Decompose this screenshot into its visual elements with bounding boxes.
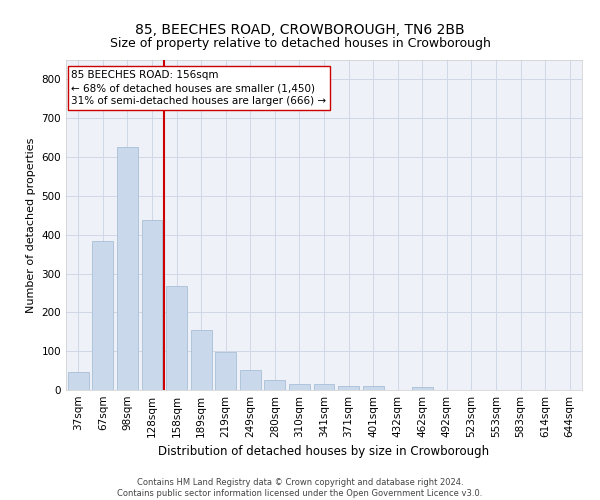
Bar — [240, 370, 261, 390]
Bar — [338, 386, 359, 390]
Bar — [191, 330, 212, 390]
Bar — [289, 384, 310, 390]
Text: Contains HM Land Registry data © Crown copyright and database right 2024.
Contai: Contains HM Land Registry data © Crown c… — [118, 478, 482, 498]
Bar — [117, 148, 138, 390]
X-axis label: Distribution of detached houses by size in Crowborough: Distribution of detached houses by size … — [158, 446, 490, 458]
Text: 85, BEECHES ROAD, CROWBOROUGH, TN6 2BB: 85, BEECHES ROAD, CROWBOROUGH, TN6 2BB — [135, 22, 465, 36]
Bar — [362, 386, 383, 390]
Bar — [166, 286, 187, 390]
Bar — [215, 352, 236, 390]
Bar — [412, 388, 433, 390]
Bar — [92, 242, 113, 390]
Bar — [68, 372, 89, 390]
Text: Size of property relative to detached houses in Crowborough: Size of property relative to detached ho… — [110, 38, 490, 51]
Text: 85 BEECHES ROAD: 156sqm
← 68% of detached houses are smaller (1,450)
31% of semi: 85 BEECHES ROAD: 156sqm ← 68% of detache… — [71, 70, 326, 106]
Bar — [142, 220, 163, 390]
Y-axis label: Number of detached properties: Number of detached properties — [26, 138, 36, 312]
Bar — [265, 380, 286, 390]
Bar — [314, 384, 334, 390]
